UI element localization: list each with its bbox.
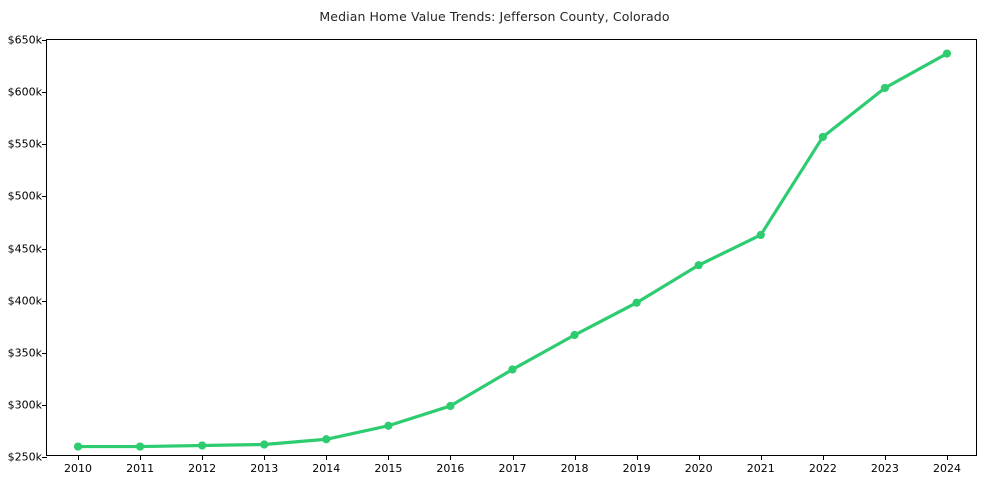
x-axis-tick-mark — [326, 455, 328, 460]
data-point-marker: 2023: $604k — [880, 83, 890, 93]
y-axis-tick-label: $350k — [7, 346, 42, 360]
x-axis-tick-label: 2015 — [374, 462, 403, 475]
y-axis-tick-label: $600k — [7, 85, 42, 99]
data-point-marker: 2024: $637k — [942, 49, 952, 58]
data-point-marker: 2021: $463k — [756, 230, 765, 240]
y-axis-tick-mark — [42, 92, 47, 94]
x-axis-tick-mark — [388, 455, 390, 460]
data-point-marker: 2018: $367k — [570, 330, 579, 340]
x-axis-tick-label: 2023 — [870, 462, 899, 475]
x-axis-tick-label: 2014 — [312, 462, 341, 475]
x-axis-tick-mark — [512, 455, 514, 460]
x-axis-tick-label: 2012 — [188, 462, 217, 475]
y-axis-tick-mark — [42, 196, 47, 198]
x-axis-tick-label: 2013 — [250, 462, 279, 475]
data-point-marker: 2017: $334k — [508, 365, 517, 374]
y-axis-tick-mark — [42, 300, 47, 302]
x-axis-tick-mark — [574, 455, 576, 460]
y-axis-tick-label: $650k — [7, 33, 42, 47]
data-point-marker: 2013: $262k — [260, 440, 269, 449]
x-axis-tick-label: 2017 — [498, 462, 527, 475]
data-point-marker: 2014: $267k — [322, 435, 331, 444]
x-axis-tick-label: 2016 — [436, 462, 465, 475]
data-point-marker: 2011: $260k — [136, 442, 145, 451]
y-axis-tick-label: $400k — [7, 294, 42, 308]
plot-area: $250k $300k $350k $400k $450k $500k $550k $600k… — [8, 34, 977, 475]
chart-title: Median Home Value Trends: Jefferson Coun… — [319, 9, 670, 24]
x-axis-tick-mark — [698, 455, 700, 460]
y-axis-tick-label: $250k — [7, 450, 42, 464]
y-axis-tick-label: $550k — [7, 137, 42, 151]
x-axis-tick-mark — [760, 455, 762, 460]
x-axis-tick-mark — [78, 455, 80, 460]
y-axis-tick-mark — [42, 144, 47, 146]
y-axis-tick-mark — [42, 40, 47, 41]
x-axis-tick-mark — [946, 455, 948, 460]
y-axis-tick-mark — [42, 404, 47, 406]
data-point-marker: 2022: $557k — [818, 132, 827, 142]
x-axis-tick-label: 2010 — [64, 462, 93, 475]
x-axis-tick-mark — [822, 455, 824, 460]
data-point-marker: 2019: $398k — [632, 298, 641, 307]
x-axis-tick-label: 2024 — [932, 462, 961, 475]
x-axis-tick-mark — [636, 455, 638, 460]
data-point-marker: 2012: $261k — [198, 441, 207, 450]
x-axis-tick-mark — [884, 455, 886, 460]
x-axis-tick-mark — [140, 455, 142, 460]
x-axis-tick-label: 2022 — [808, 462, 837, 475]
y-axis-tick-label: $300k — [7, 398, 42, 412]
x-axis-tick-mark — [202, 455, 204, 460]
y-axis-tick-label: $500k — [7, 189, 42, 203]
y-axis-tick-mark — [42, 248, 47, 250]
x-axis-tick-label: 2018 — [560, 462, 589, 475]
x-axis-tick-label: 2020 — [684, 462, 713, 475]
x-axis-tick-label: 2019 — [622, 462, 651, 475]
series-line-median-home-value: 2010: $260k 2011: $260k 2012: $261k 2013: $… — [73, 49, 952, 451]
x-axis-tick-label: 2011 — [126, 462, 155, 475]
data-point-marker: 2020: $434k — [694, 261, 703, 270]
series-line — [76, 51, 949, 449]
data-point-marker: 2015: $280k — [384, 421, 393, 430]
y-axis-tick-mark — [42, 457, 47, 458]
data-point-marker: 2016: $299k — [446, 401, 455, 411]
x-axis-tick-mark — [450, 455, 452, 460]
x-axis-tick-label: 2021 — [746, 462, 775, 475]
y-axis-tick-mark — [42, 352, 47, 354]
x-axis-tick-mark — [264, 455, 266, 460]
data-point-marker: 2010: $260k — [73, 442, 83, 451]
y-axis-tick-label: $450k — [7, 242, 42, 255]
